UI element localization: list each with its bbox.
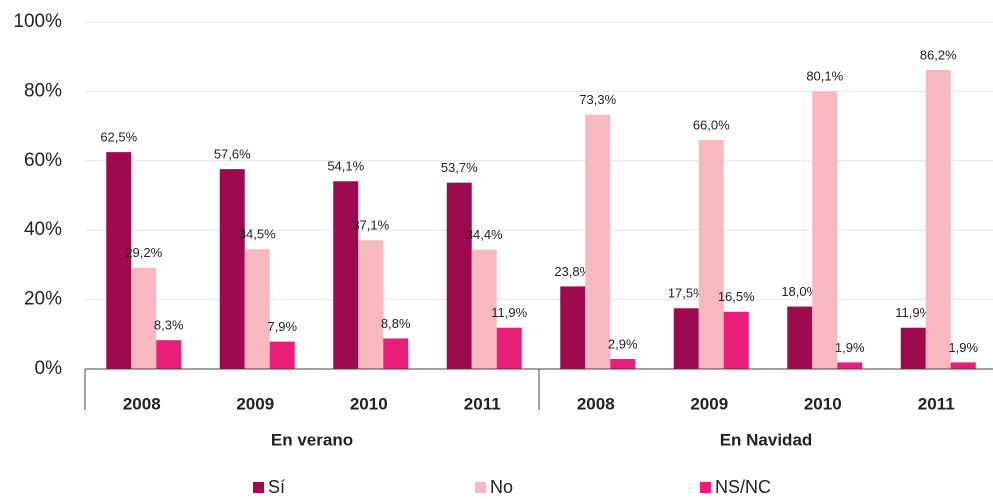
bar: [900, 327, 926, 369]
bar: [560, 286, 586, 369]
bar: [673, 308, 699, 369]
bar: [358, 240, 384, 369]
group-label: En Navidad: [720, 430, 813, 449]
value-label: 86,2%: [920, 47, 957, 62]
value-label: 1,9%: [948, 340, 978, 355]
value-label: 2,9%: [608, 336, 638, 351]
value-label: 34,5%: [239, 227, 276, 242]
y-tick-label: 60%: [24, 150, 62, 171]
value-label: 37,1%: [352, 218, 389, 233]
bar: [446, 182, 472, 369]
value-label: 62,5%: [100, 130, 137, 145]
bar: [698, 139, 724, 369]
bar: [585, 114, 611, 369]
value-label: 8,8%: [381, 316, 411, 331]
value-label: 8,3%: [154, 318, 184, 333]
legend-label: No: [490, 477, 513, 497]
value-label: 17,5%: [668, 286, 705, 301]
y-tick-label: 0%: [35, 358, 63, 379]
value-label: 54,1%: [327, 159, 364, 174]
x-tick-label: 2009: [690, 394, 728, 413]
legend-label: NS/NC: [715, 477, 771, 497]
bar: [812, 91, 838, 369]
legend-swatch: [253, 482, 264, 493]
bar: [787, 306, 813, 369]
bar: [244, 249, 270, 369]
group-label: En verano: [271, 430, 353, 449]
legend-swatch: [475, 482, 486, 493]
y-tick-label: 100%: [13, 11, 62, 32]
value-label: 29,2%: [125, 245, 162, 260]
value-label: 34,4%: [466, 227, 503, 242]
value-label: 80,1%: [806, 68, 843, 83]
bar: [837, 362, 863, 369]
value-label: 73,3%: [579, 92, 616, 107]
x-tick-label: 2008: [577, 394, 615, 413]
x-tick-label: 2011: [464, 394, 501, 413]
bar: [131, 267, 157, 369]
value-label: 1,9%: [835, 340, 865, 355]
y-tick-label: 80%: [24, 80, 62, 101]
value-label: 23,8%: [554, 264, 591, 279]
bar: [496, 327, 522, 369]
legend-label: Sí: [268, 477, 285, 497]
value-label: 11,9%: [491, 305, 527, 320]
bar: [156, 340, 182, 369]
x-tick-label: 2009: [236, 394, 274, 413]
x-tick-label: 2010: [804, 394, 842, 413]
bar: [269, 341, 295, 369]
bar: [723, 311, 749, 369]
legend-swatch: [700, 482, 711, 493]
bar: [610, 358, 636, 369]
bar: [950, 362, 976, 369]
y-tick-label: 40%: [24, 219, 62, 240]
y-tick-label: 20%: [24, 289, 62, 310]
value-label: 66,0%: [693, 117, 730, 132]
value-label: 18,0%: [781, 284, 818, 299]
value-label: 16,5%: [718, 289, 755, 304]
bar: [383, 338, 409, 369]
value-label: 11,9%: [895, 305, 931, 320]
bar: [219, 169, 245, 369]
value-label: 7,9%: [267, 319, 297, 334]
bar: [106, 152, 132, 369]
bar: [925, 69, 951, 370]
value-label: 53,7%: [441, 160, 478, 175]
x-tick-label: 2008: [123, 394, 161, 413]
value-label: 57,6%: [214, 147, 251, 162]
bar: [333, 181, 359, 369]
x-tick-label: 2010: [350, 394, 388, 413]
bar: [471, 249, 497, 369]
x-tick-label: 2011: [918, 394, 955, 413]
